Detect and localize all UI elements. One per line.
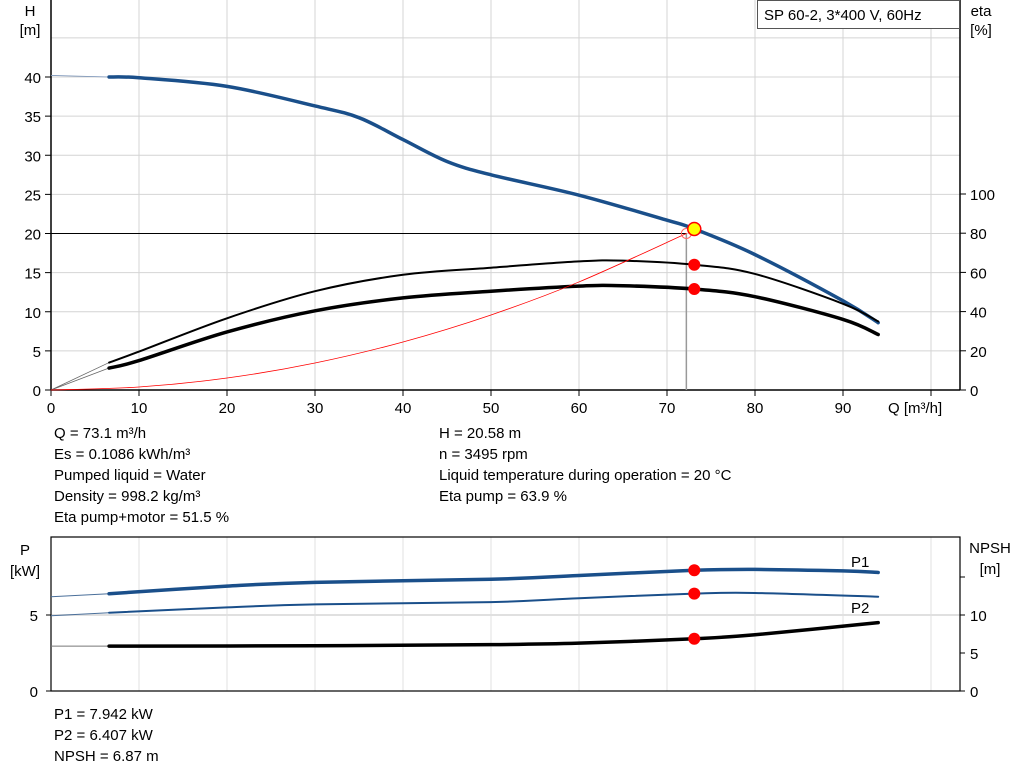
y-tick-label: 30	[24, 148, 41, 165]
x-tick-label: 50	[483, 400, 500, 417]
duty-info-right: H = 20.58 m n = 3495 rpm Liquid temperat…	[439, 423, 731, 507]
y-tick-label: 15	[24, 266, 41, 283]
curve-head	[107, 75, 880, 325]
y-tick-label: 20	[24, 227, 41, 244]
curve-eta_pump	[108, 259, 880, 364]
curve-system	[50, 233, 687, 391]
y-tick-label: 0	[33, 383, 41, 400]
info-es: Es = 0.1086 kWh/m³	[54, 446, 191, 463]
duty-point-marker	[687, 221, 702, 237]
info-q: Q = 73.1 m³/h	[54, 425, 147, 442]
curve-extrapolation-p1	[50, 593, 110, 598]
curve-p2	[108, 591, 880, 614]
npsh-tick-label: 10	[970, 608, 987, 625]
curve-extrapolation-eta_pump	[50, 362, 110, 391]
p-tick-label: 0	[30, 684, 38, 701]
x-tick-label: 40	[395, 400, 412, 417]
duty-marker-eta_pump	[688, 258, 701, 271]
npsh-tick-label: 0	[970, 684, 978, 701]
x-tick-label: 20	[219, 400, 236, 417]
x-tick-label: 30	[307, 400, 324, 417]
y2-tick-label: 0	[970, 383, 978, 400]
y2-axis-label: eta	[971, 3, 993, 20]
info-p1: P1 = 7.942 kW	[54, 706, 153, 723]
curve-npsh	[107, 620, 880, 648]
y2-axis-unit: [%]	[970, 22, 992, 39]
duty-info-left: Q = 73.1 m³/h Es = 0.1086 kWh/m³ Pumped …	[54, 423, 229, 528]
npsh-axis-unit: [m]	[980, 561, 1001, 578]
y2-tick-label: 40	[970, 305, 987, 322]
npsh-axis-label: NPSH	[969, 540, 1011, 557]
y-axis-unit: [m]	[20, 22, 41, 39]
curve-eta_pump_motor	[107, 283, 880, 370]
y2-tick-label: 60	[970, 265, 987, 282]
info-density: Density = 998.2 kg/m³	[54, 488, 201, 505]
duty-marker-eta_pump_motor	[688, 283, 701, 296]
x-tick-label: 10	[131, 400, 148, 417]
duty-marker-npsh	[688, 632, 701, 645]
y2-tick-label: 100	[970, 187, 995, 204]
npsh-tick-label: 5	[970, 646, 978, 663]
chart-title: SP 60-2, 3*400 V, 60Hz	[764, 7, 922, 24]
info-liquid: Pumped liquid = Water	[54, 467, 206, 484]
y2-tick-label: 20	[970, 344, 987, 361]
p-axis-unit: [kW]	[10, 563, 40, 580]
x-tick-label: 0	[47, 400, 55, 417]
info-npsh: NPSH = 6.87 m	[54, 748, 159, 765]
info-temp: Liquid temperature during operation = 20…	[439, 467, 732, 484]
curve-extrapolation-p2	[50, 612, 110, 617]
x-axis-label: Q [m³/h]	[888, 400, 942, 417]
power-plot-frame	[50, 536, 961, 692]
y-tick-label: 10	[24, 305, 41, 322]
info-h: H = 20.58 m	[439, 425, 522, 442]
y-tick-label: 40	[24, 70, 41, 87]
x-tick-label: 60	[571, 400, 588, 417]
series-label-p1: P1	[851, 554, 869, 571]
y-tick-label: 25	[24, 187, 41, 204]
p-axis-label: P	[20, 542, 30, 559]
x-tick-label: 70	[659, 400, 676, 417]
y-axis-label: H	[25, 3, 36, 20]
info-eta-pump-motor: Eta pump+motor = 51.5 %	[54, 509, 230, 526]
duty-marker-p1	[688, 564, 701, 577]
curve-p1	[107, 567, 880, 596]
info-n: n = 3495 rpm	[439, 446, 528, 463]
x-tick-label: 90	[835, 400, 852, 417]
x-tick-label: 80	[747, 400, 764, 417]
info-p2: P2 = 6.407 kW	[54, 727, 153, 744]
series-label-p2: P2	[851, 600, 869, 617]
y-tick-label: 5	[33, 344, 41, 361]
curve-extrapolation-head	[50, 75, 110, 78]
power-info: P1 = 7.942 kW P2 = 6.407 kW NPSH = 6.87 …	[54, 704, 159, 767]
duty-marker-p2	[688, 587, 701, 600]
curve-extrapolation-eta_pump_motor	[50, 367, 110, 391]
title-box	[757, 0, 960, 29]
y-tick-label: 35	[24, 109, 41, 126]
info-eta-pump: Eta pump = 63.9 %	[439, 488, 567, 505]
p-tick-label: 5	[30, 608, 38, 625]
y2-tick-label: 80	[970, 226, 987, 243]
